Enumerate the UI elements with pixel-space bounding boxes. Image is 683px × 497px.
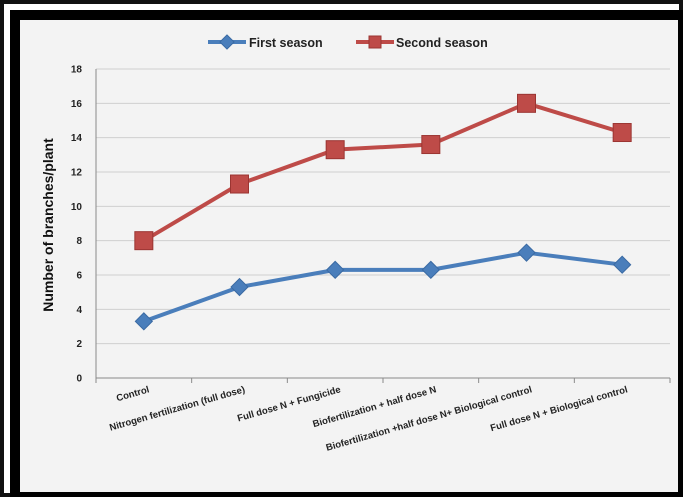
series-line-first-season bbox=[143, 250, 623, 324]
data-point-first-season bbox=[517, 243, 536, 262]
series-line-second-season bbox=[142, 101, 623, 243]
chart-area-background bbox=[15, 15, 683, 497]
y-tick-label: 16 bbox=[71, 99, 83, 110]
y-tick-label: 12 bbox=[71, 168, 83, 179]
legend-label-first-season: First season bbox=[249, 36, 323, 50]
data-point-first-season bbox=[134, 312, 154, 331]
data-point-second-season bbox=[517, 93, 536, 113]
y-tick-labels: 0 2 4 6 8 10 12 14 16 18 bbox=[71, 65, 83, 385]
y-axis-label: Number of branches/plant bbox=[40, 138, 56, 312]
y-tick-label: 0 bbox=[76, 374, 82, 385]
y-tick-label: 8 bbox=[76, 236, 82, 247]
legend-marker-first-season bbox=[219, 34, 235, 50]
data-point-second-season bbox=[230, 174, 249, 194]
y-tick-label: 18 bbox=[71, 65, 83, 76]
gridlines bbox=[95, 68, 671, 383]
data-point-second-season bbox=[421, 135, 441, 155]
data-point-second-season bbox=[134, 231, 154, 251]
data-point-second-season bbox=[325, 140, 345, 160]
y-tick-label: 4 bbox=[76, 305, 82, 316]
data-point-second-season bbox=[612, 123, 632, 143]
legend: First season Second season bbox=[208, 34, 488, 50]
series-group bbox=[134, 93, 632, 331]
y-tick-label: 10 bbox=[71, 202, 83, 213]
y-tick-label: 14 bbox=[71, 133, 83, 144]
y-tick-label: 2 bbox=[76, 339, 82, 350]
legend-label-second-season: Second season bbox=[396, 36, 488, 50]
chart-border bbox=[10, 10, 683, 497]
legend-marker-second-season bbox=[368, 35, 382, 49]
y-tick-label: 6 bbox=[76, 271, 82, 282]
data-point-first-season bbox=[325, 260, 345, 280]
data-point-first-season bbox=[612, 255, 632, 274]
data-point-first-season bbox=[230, 277, 249, 297]
data-point-first-season bbox=[421, 260, 441, 280]
